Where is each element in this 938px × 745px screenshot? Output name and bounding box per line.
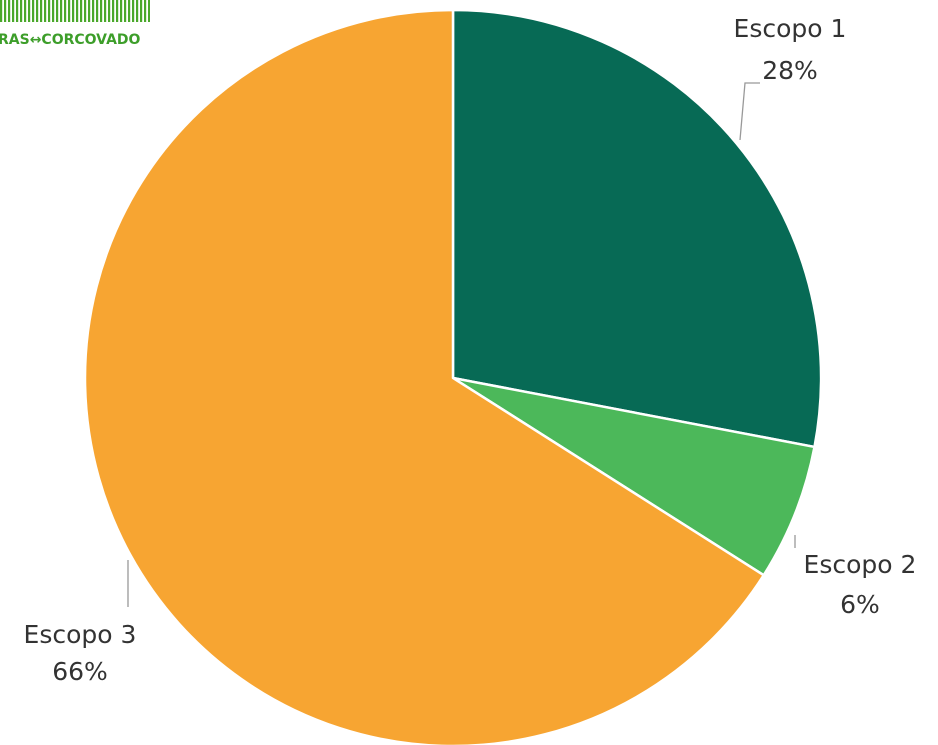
slice-value-label: 66% <box>52 657 108 686</box>
logo-stripes <box>0 0 150 22</box>
slice-value-label: 28% <box>762 56 818 85</box>
slice-label: Escopo 1 <box>734 14 847 43</box>
slice-value-label: 6% <box>840 590 880 619</box>
pie-slice <box>83 8 765 745</box>
leader-line <box>739 82 760 141</box>
logo-text: RAS↔CORCOVADO <box>0 32 141 48</box>
pie-slice <box>451 8 823 449</box>
pie <box>83 8 823 745</box>
slice-label: Escopo 2 <box>804 550 917 579</box>
slice-label: Escopo 3 <box>24 620 137 649</box>
pie-slice <box>451 376 816 577</box>
logo: RAS↔CORCOVADO <box>0 0 150 48</box>
